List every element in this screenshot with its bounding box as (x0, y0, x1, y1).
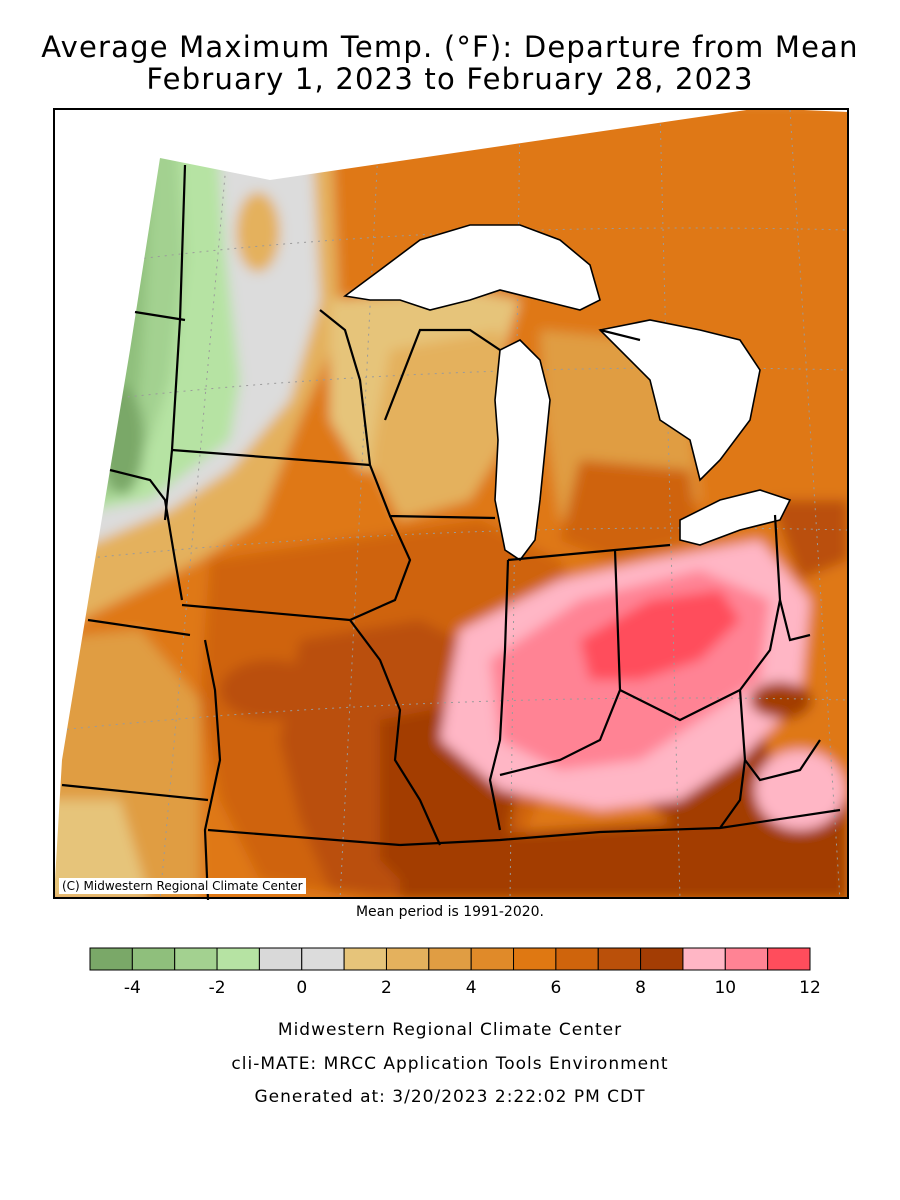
legend-swatch (767, 947, 811, 971)
legend-tick-label: 8 (635, 978, 646, 998)
legend-tick-label: -2 (209, 978, 226, 998)
legend-swatch (258, 947, 303, 971)
legend-tick-label: 12 (799, 978, 821, 998)
legend-swatch (343, 947, 387, 971)
legend-swatch (724, 947, 769, 971)
copyright-credit: (C) Midwestern Regional Climate Center (59, 878, 306, 894)
legend-swatch (89, 947, 133, 971)
temperature-departure-map: -4 -2 0 2 4 6 8 10 12 (53, 108, 849, 998)
legend-tick-label: 0 (296, 978, 307, 998)
legend-ticks: -4 -2 0 2 4 6 8 10 12 (124, 978, 821, 998)
lake-michigan (494, 339, 551, 562)
footer-tool: cli-MATE: MRCC Application Tools Environ… (231, 1054, 669, 1074)
footer-organization: Midwestern Regional Climate Center (277, 1020, 623, 1040)
legend-swatch (216, 947, 260, 971)
map-border (53, 108, 849, 899)
lake-superior (342, 224, 601, 311)
footer-generated: Generated at: 3/20/2023 2:22:02 PM CDT (254, 1087, 646, 1107)
legend-swatch (640, 947, 684, 971)
legend-tick-label: 4 (466, 978, 477, 998)
legend-swatch (385, 947, 430, 971)
great-lakes (342, 224, 792, 562)
legend-tick-label: 2 (381, 978, 392, 998)
legend-swatch (301, 947, 345, 971)
legend-swatch (470, 947, 515, 971)
state-boundaries (61, 164, 841, 901)
legend-tick-label: 10 (714, 978, 736, 998)
legend-tick-label: -4 (124, 978, 141, 998)
color-legend (89, 947, 811, 971)
lake-huron (598, 319, 761, 482)
legend-swatch (682, 947, 726, 971)
legend-swatch (131, 947, 176, 971)
legend-swatch (597, 947, 642, 971)
legend-swatch (513, 947, 557, 971)
mean-period-note: Mean period is 1991-2020. (355, 904, 545, 920)
legend-swatch (428, 947, 472, 971)
legend-tick-label: 6 (550, 978, 561, 998)
legend-swatch (174, 947, 218, 971)
legend-swatch (555, 947, 599, 971)
map-date-range: February 1, 2023 to February 28, 2023 (146, 62, 754, 96)
map-title: Average Maximum Temp. (°F): Departure fr… (41, 30, 859, 64)
lake-erie (679, 489, 792, 546)
